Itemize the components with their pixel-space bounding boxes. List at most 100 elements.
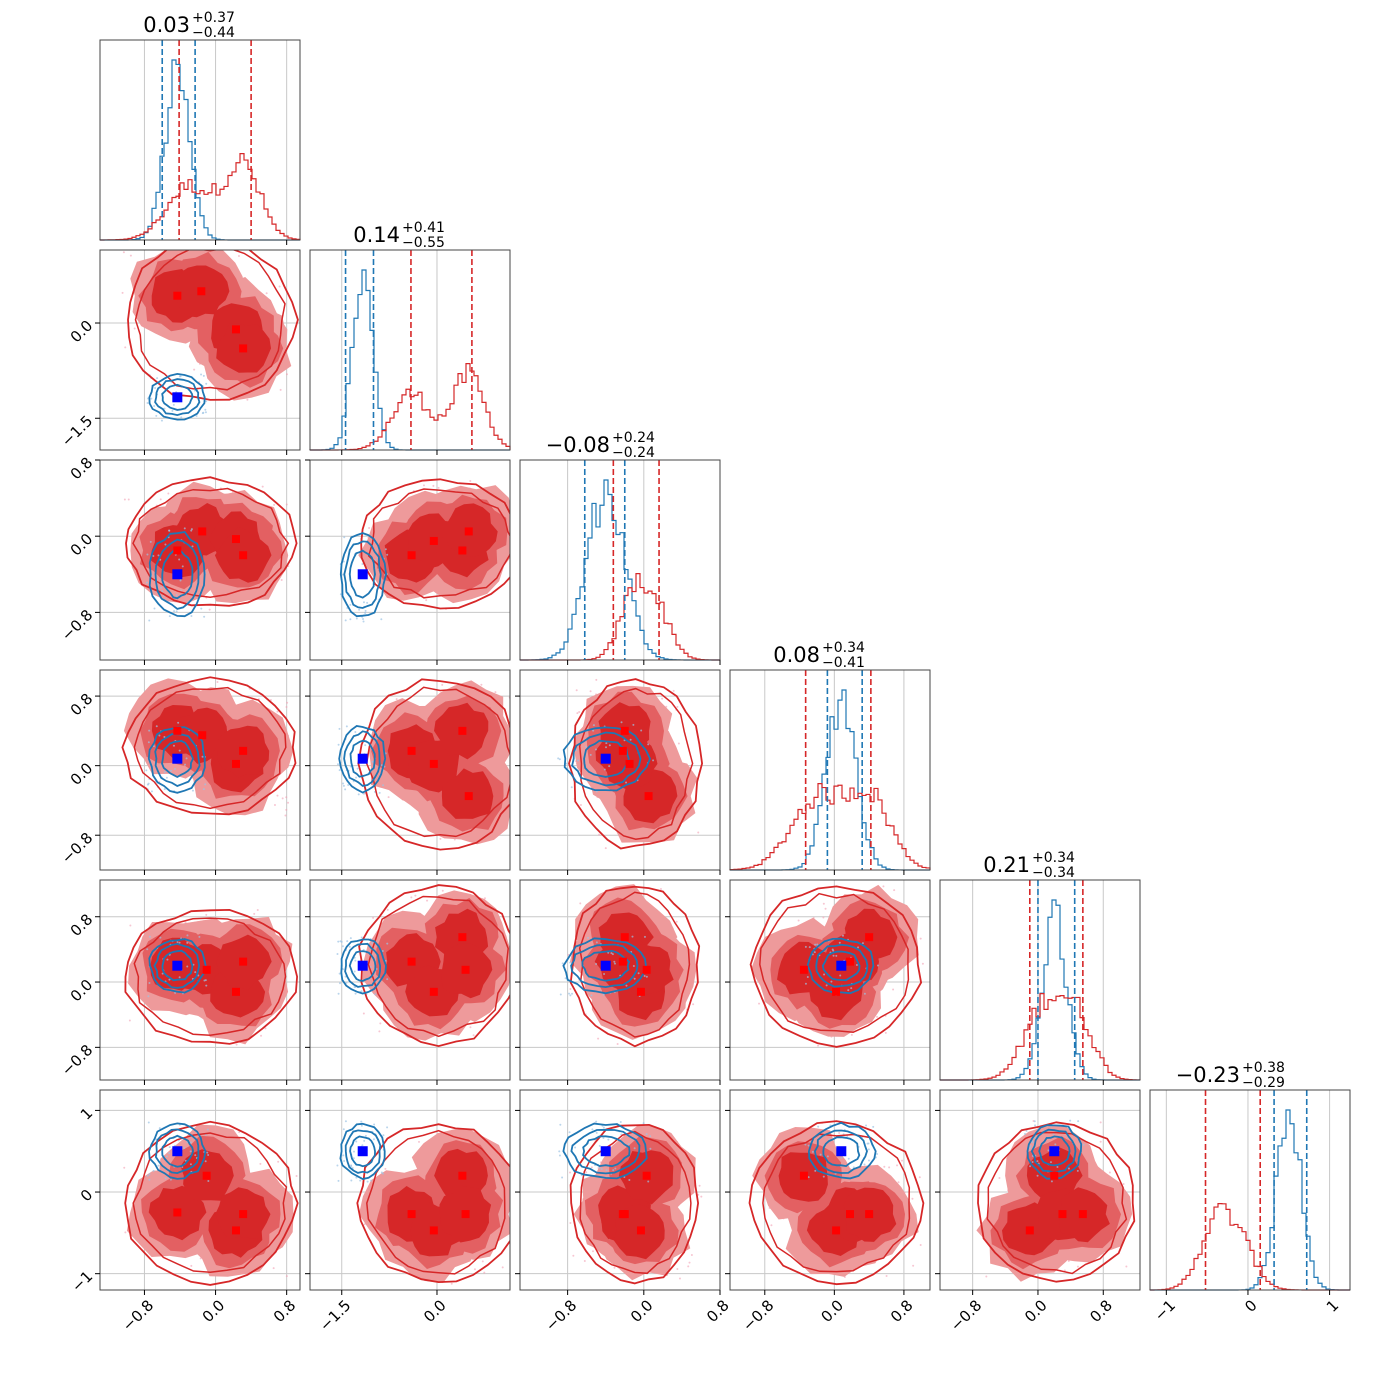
sample-dot <box>918 1176 921 1179</box>
blue-contour-level <box>348 950 377 982</box>
red-marker <box>644 792 653 801</box>
sample-dot <box>469 1026 472 1029</box>
panel-title-plus: +0.38 <box>1242 1060 1285 1076</box>
sample-dot <box>205 382 208 385</box>
red-contour-outline <box>759 892 910 1033</box>
sample-dot <box>1076 1265 1079 1268</box>
sample-dot <box>425 599 428 602</box>
sample-dot <box>191 545 194 548</box>
sample-dot <box>206 1128 209 1131</box>
sample-dot <box>826 1155 829 1158</box>
red-marker <box>429 1226 438 1235</box>
sample-dot <box>569 994 572 997</box>
sample-dot <box>480 683 483 686</box>
sample-dot <box>441 683 444 686</box>
blue-contour-level <box>343 540 382 609</box>
sample-dot <box>516 883 518 885</box>
sample-dot <box>364 1134 367 1137</box>
y-tick-label: 1 <box>77 1104 96 1123</box>
blue-contour-level <box>806 937 875 995</box>
sample-dot <box>559 1123 562 1126</box>
sample-dot <box>127 498 130 501</box>
sample-dot <box>186 934 189 937</box>
x-tick-label: 0.8 <box>270 1296 300 1326</box>
panel-frame <box>99 1089 301 1291</box>
sample-dot <box>259 1162 262 1165</box>
sample-dot <box>473 1268 476 1271</box>
sample-dot <box>386 1126 389 1129</box>
y-tick-label: −0.8 <box>58 829 96 867</box>
sample-dot <box>349 603 352 606</box>
sample-dot <box>830 980 833 983</box>
sample-dot <box>354 959 357 962</box>
sample-dot <box>631 935 634 938</box>
sample-dot <box>150 397 153 400</box>
sample-dot <box>602 1126 605 1129</box>
sample-dot <box>371 760 374 763</box>
sample-dot <box>807 1176 810 1179</box>
sample-dot <box>149 540 152 543</box>
sample-dot <box>357 793 360 796</box>
sample-dot <box>1024 1132 1027 1135</box>
sample-dot <box>577 759 580 762</box>
panel-frame <box>519 1089 721 1291</box>
red-marker <box>865 933 874 942</box>
sample-dot <box>147 741 150 744</box>
blue-histogram <box>100 59 300 241</box>
sample-dot <box>146 1174 149 1177</box>
sample-dot <box>697 831 700 834</box>
red-marker <box>1050 1171 1059 1180</box>
red-contour-outline <box>762 1133 911 1273</box>
sample-dot <box>579 803 582 806</box>
sample-dot <box>483 1271 486 1274</box>
sample-dot <box>350 1164 353 1167</box>
sample-dot <box>272 1267 275 1270</box>
blue-contour-level <box>571 731 642 787</box>
sample-dot <box>201 755 204 758</box>
sample-dot <box>163 407 166 410</box>
sample-dot <box>175 594 178 597</box>
sample-dot <box>374 558 377 561</box>
sample-dot <box>863 1163 866 1166</box>
sample-dot <box>1067 1167 1070 1170</box>
sample-dot <box>153 405 156 408</box>
sample-dot <box>817 1044 820 1047</box>
panel-title-plus: +0.34 <box>1032 850 1075 866</box>
grid-layer <box>100 40 1331 1290</box>
sample-dot <box>218 241 220 243</box>
sample-dot <box>279 388 282 391</box>
blue-contour-level <box>344 942 382 988</box>
sample-dot <box>602 993 605 996</box>
sample-dot <box>1029 1146 1032 1149</box>
sample-dot <box>832 954 835 957</box>
sample-dot <box>643 935 646 938</box>
sample-dot <box>594 748 597 751</box>
sample-dot <box>161 972 164 975</box>
blue-marker <box>357 753 368 764</box>
panel-fill-group <box>339 479 510 623</box>
red-marker <box>239 344 248 353</box>
sample-dot <box>237 255 240 258</box>
sample-dot <box>591 1128 594 1131</box>
sample-dot <box>273 503 276 506</box>
sample-dot <box>164 1177 167 1180</box>
sample-dot <box>150 790 153 793</box>
blue-contour-level <box>161 549 194 600</box>
sample-dot <box>352 1150 355 1153</box>
panel-title-value: 0.08 <box>773 643 820 667</box>
sample-dot <box>163 736 166 739</box>
red-histogram <box>1149 1203 1350 1291</box>
red-marker <box>618 746 627 755</box>
sample-dot <box>613 960 616 963</box>
sample-dot <box>569 987 572 990</box>
sample-dot <box>172 403 175 406</box>
sample-dot <box>342 782 345 785</box>
sample-dot <box>840 1156 843 1159</box>
sample-dot <box>145 769 148 772</box>
sample-dot <box>386 942 389 945</box>
sample-dot <box>426 899 429 902</box>
y-tick-label: −0.8 <box>58 1041 96 1079</box>
panel-title-plus: +0.37 <box>192 10 235 26</box>
sample-dot <box>168 615 171 618</box>
sample-dot <box>286 701 289 704</box>
